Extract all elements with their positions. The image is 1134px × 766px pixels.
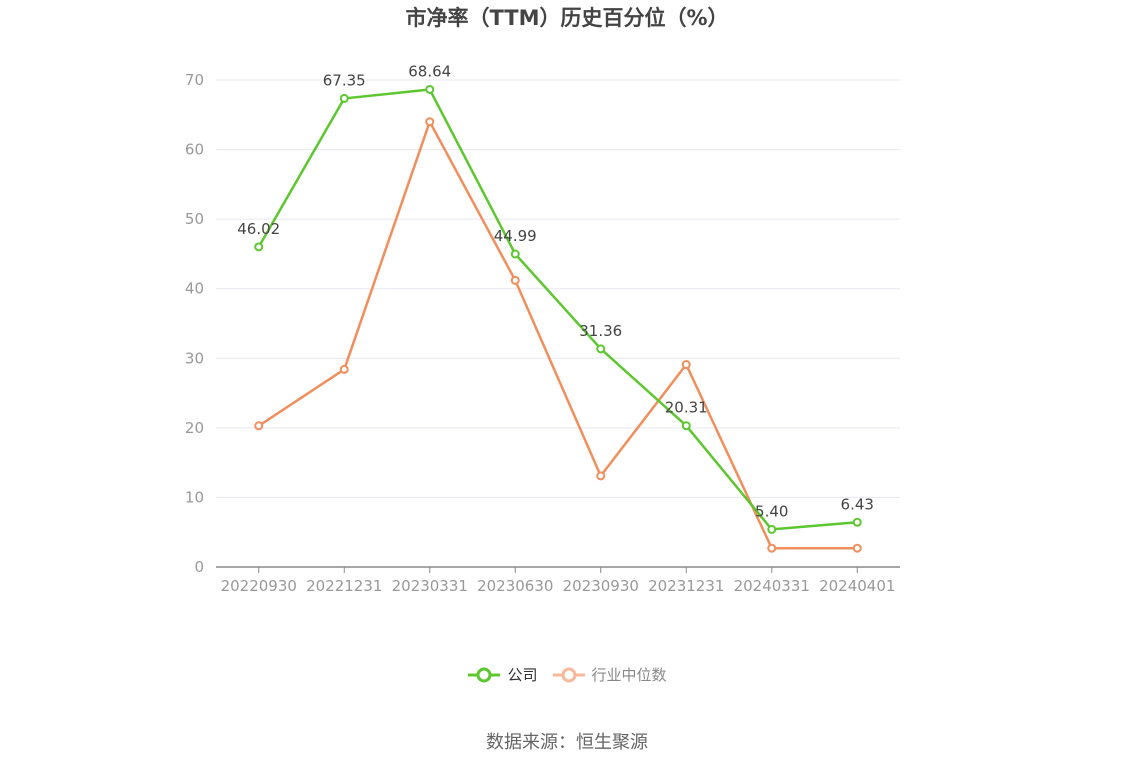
data-point-industry-median [852, 543, 862, 553]
y-tick-label: 70 [185, 71, 204, 89]
x-tick-label: 20221231 [306, 577, 382, 595]
data-point-company [254, 242, 264, 252]
x-tick-label: 20230331 [392, 577, 468, 595]
data-label-company: 68.64 [408, 62, 451, 80]
data-point-company [339, 93, 349, 103]
data-point-company [681, 421, 691, 431]
data-labels: 46.02 67.35 68.64 44.99 31.36 20.31 5.40 6.43 [237, 62, 874, 520]
data-label-company: 31.36 [579, 322, 622, 340]
legend-item-industry-median[interactable]: 行业中位数 [552, 664, 667, 685]
y-tick-label: 60 [185, 141, 204, 159]
series-line-industry-median [258, 120, 858, 550]
chart-title: 市净率（TTM）历史百分位（%） [405, 6, 729, 30]
legend: 公司 行业中位数 [0, 664, 1134, 685]
legend-label-industry-median: 行业中位数 [591, 666, 667, 684]
data-point-industry-median [510, 275, 520, 285]
x-tick-label: 20220930 [221, 577, 297, 595]
x-tick-label: 20240331 [734, 577, 810, 595]
data-label-company: 46.02 [237, 220, 280, 238]
y-tick-label: 40 [185, 280, 204, 298]
data-source: 数据来源：恒生聚源 [486, 732, 648, 753]
y-tick-label: 10 [185, 488, 204, 506]
y-tick-label: 30 [185, 349, 204, 367]
grid-lines [216, 79, 900, 498]
data-point-industry-median [339, 364, 349, 374]
y-tick-label: 20 [185, 419, 204, 437]
legend-item-company[interactable]: 公司 [467, 664, 538, 685]
y-tick-label: 50 [185, 210, 204, 228]
legend-line-icon [468, 667, 501, 682]
data-label-company: 44.99 [494, 227, 537, 245]
data-point-company [596, 344, 606, 354]
series-lines [254, 84, 862, 553]
series-line-company [257, 88, 858, 531]
x-tick-label: 20231231 [648, 577, 724, 595]
data-label-company: 5.40 [755, 502, 788, 520]
x-tick-label: 20240401 [819, 577, 895, 595]
data-point-industry-median [681, 360, 691, 370]
data-label-company: 67.35 [323, 71, 366, 89]
x-tick-label: 20230630 [477, 577, 553, 595]
data-point-industry-median [596, 471, 606, 481]
x-tick-label: 20230930 [563, 577, 639, 595]
data-point-company [425, 84, 435, 94]
legend-label-company: 公司 [507, 666, 538, 684]
data-point-company [510, 249, 520, 259]
data-point-industry-median [767, 543, 777, 553]
axes: 0 10 20 30 40 50 60 70 20220930 20221231 20230331 2… [185, 71, 900, 595]
legend-line-icon [552, 667, 585, 682]
data-point-industry-median [254, 421, 264, 431]
data-label-company: 20.31 [665, 399, 708, 417]
data-label-company: 6.43 [841, 495, 874, 513]
data-point-industry-median [425, 117, 435, 127]
y-tick-label: 0 [194, 558, 204, 576]
data-point-company [767, 524, 777, 534]
data-point-company [852, 517, 862, 527]
